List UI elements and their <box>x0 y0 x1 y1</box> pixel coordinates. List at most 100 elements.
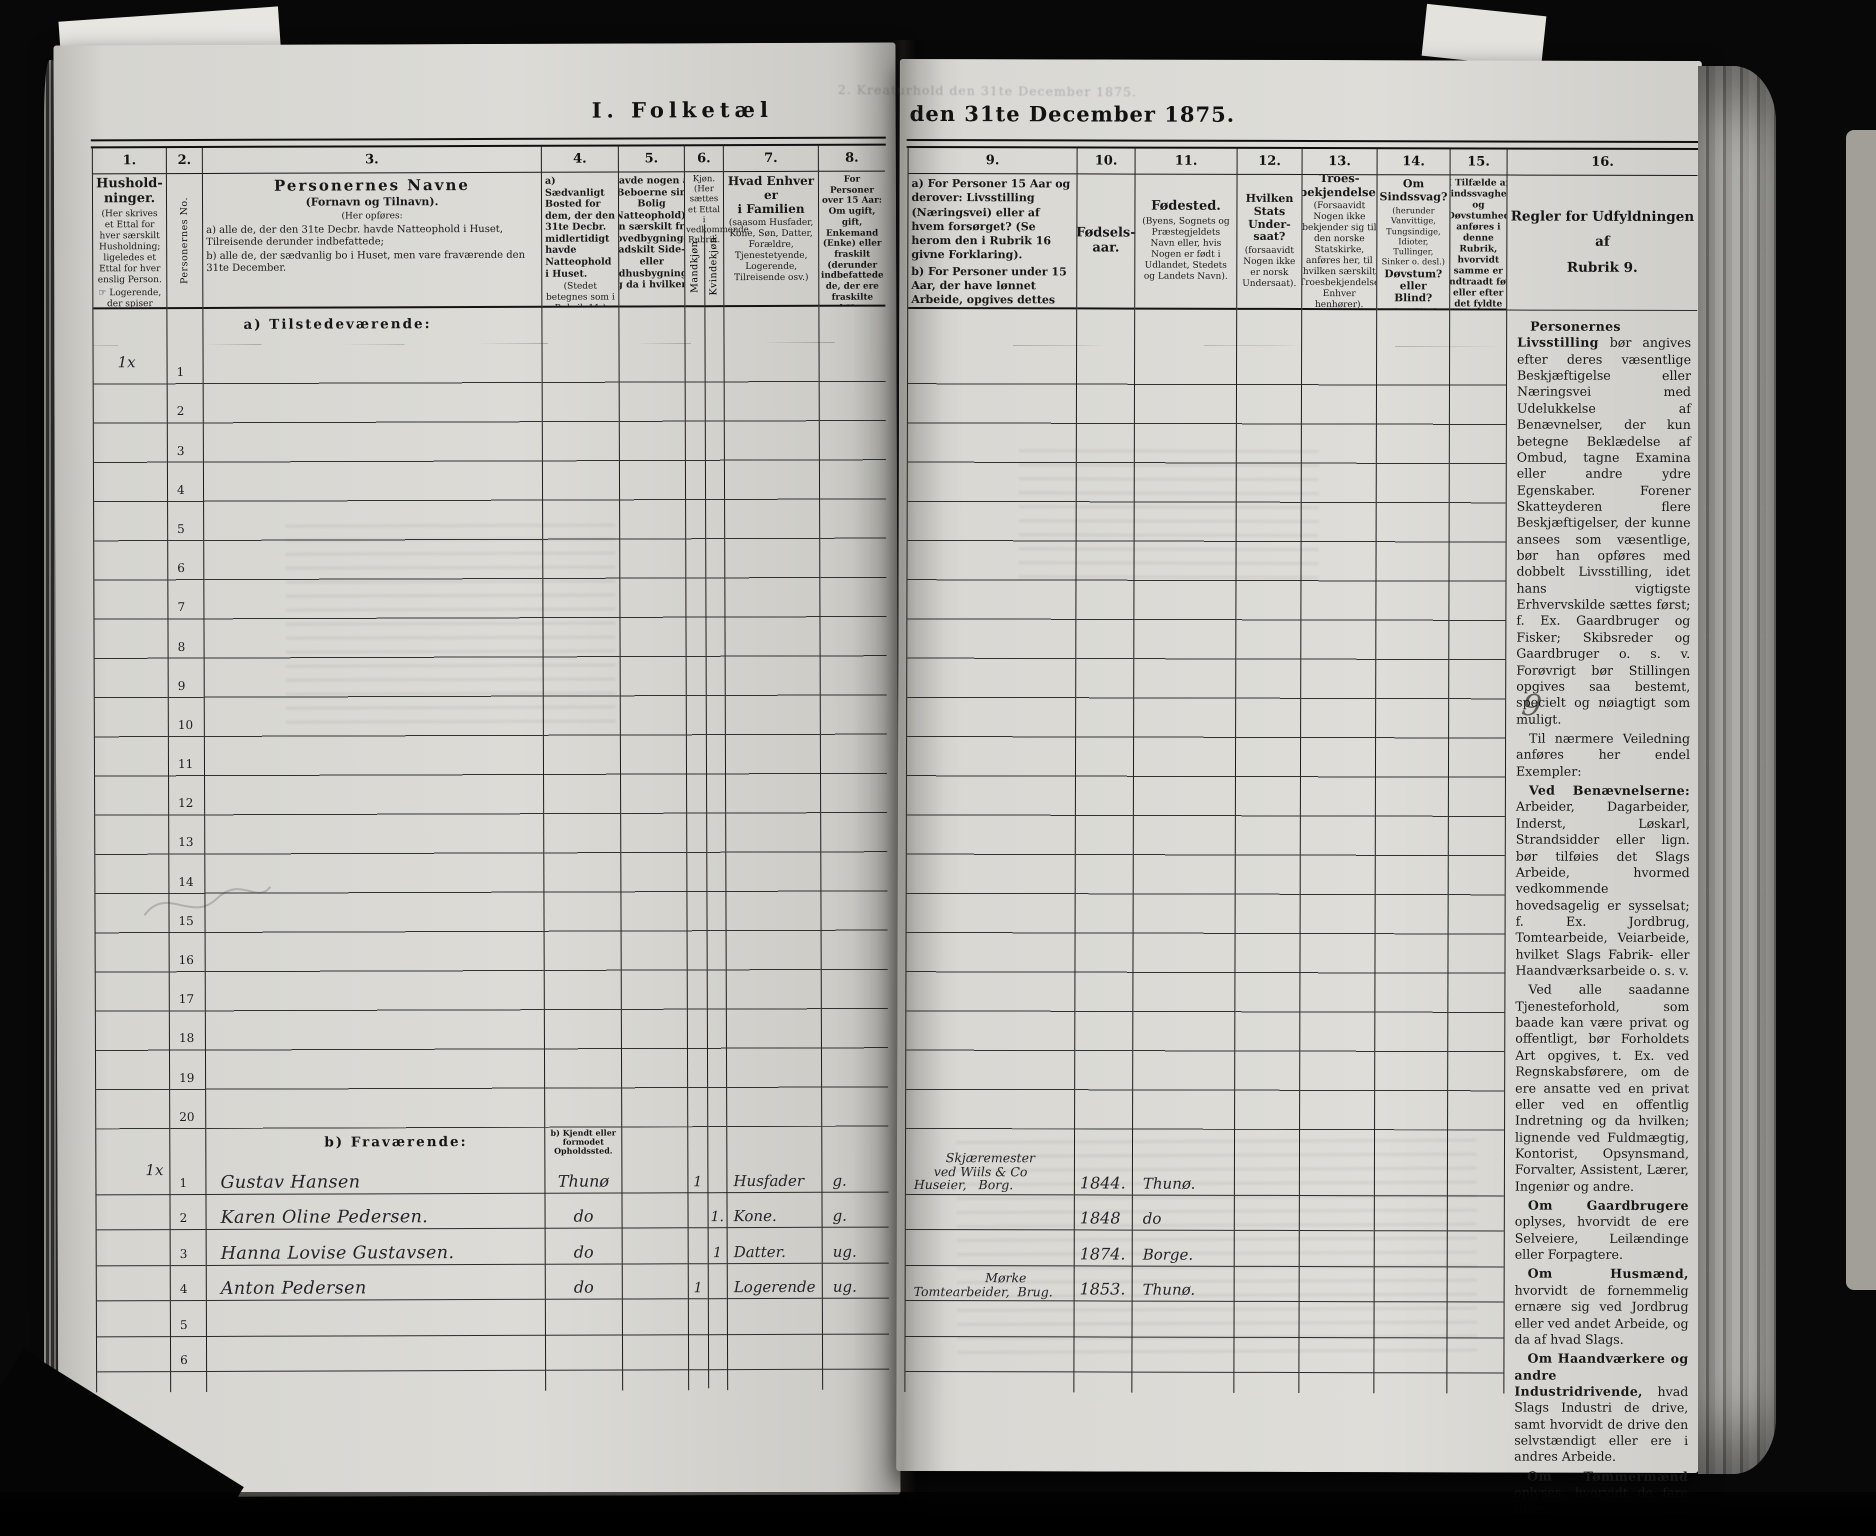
row-number: 10 <box>177 717 194 732</box>
row-number: 20 <box>179 1109 195 1124</box>
section-b-label: b) Fraværende: <box>324 1134 468 1151</box>
foedested-entry: Thunø. <box>1132 1266 1234 1302</box>
empty-rows <box>906 344 1077 1130</box>
column-number: 6. <box>684 145 723 173</box>
bosted-entry: Thunø <box>545 1157 622 1194</box>
column-number: 16. <box>1507 148 1698 177</box>
empty-rows <box>1235 345 1302 1131</box>
row-number: 19 <box>179 1070 195 1085</box>
page-stack-edge-right <box>1698 66 1776 1474</box>
column-civilstand: 8. For Personer over 15 Aar: Om ugift, g… <box>818 144 890 1390</box>
column-number: 7. <box>723 144 818 173</box>
column-text: I Tilfælde af Sindssvaghed og Døvstumhed… <box>1450 178 1507 310</box>
column-number: 3. <box>202 145 541 174</box>
section-a-label: a) Tilstedeværende: <box>243 316 432 333</box>
bosted-entry: do <box>545 1228 622 1265</box>
livsstilling-entry <box>905 1194 1074 1231</box>
foedselsaar-entry <box>1074 1336 1132 1373</box>
row-number: 5 <box>177 521 185 536</box>
foedselsaar-entries: 1844. 1848 1874. 1853. <box>1074 1159 1132 1373</box>
empty-rows <box>1075 345 1135 1130</box>
familie-entry: Kone. <box>727 1192 822 1229</box>
column-note: (Her skrives et Ettal for hver særskilt … <box>97 208 162 286</box>
column-number: 4. <box>541 145 618 173</box>
column-kjoen: 6. Kjøn. (Her sættes et Ettal i vedkomme… <box>684 145 749 1391</box>
name-entry <box>206 1299 545 1337</box>
column-names: 3. Personernes Navne (Fornavn og Tilnavn… <box>202 145 547 1392</box>
rules-paragraph: Ved alle saadanne Tjenesteforhold, som b… <box>1514 981 1690 1194</box>
rules-paragraph: Om Haandværkere og andre Industridrivend… <box>1514 1350 1689 1465</box>
row-number: 4 <box>170 1265 206 1302</box>
rules-paragraph: Ved Benævnelserne: Arbeider, Dagarbeider… <box>1515 782 1690 979</box>
name-entry: Karen Oline Pedersen. <box>206 1193 545 1230</box>
foedested-entry <box>1132 1301 1234 1338</box>
empty-rows <box>1133 345 1237 1130</box>
row-number: 11 <box>177 757 194 772</box>
familie-entry: Husfader <box>727 1156 822 1193</box>
page-title-left: I. Folketæl <box>591 96 774 123</box>
column-note: ☞ Logerende, der spiser Middag ved Famil… <box>98 287 162 309</box>
row-number: 3 <box>176 443 185 458</box>
rules-paragraph: Om Husmænd, hvorvidt de fornemmelig ernæ… <box>1514 1266 1689 1347</box>
familie-entries: Husfader Kone. Datter. Logerende <box>727 1156 823 1371</box>
column-bosted: 4. a) Sædvanligt Bosted for dem, der den… <box>541 145 624 1391</box>
column-number: 10. <box>1077 147 1135 175</box>
row-number: 18 <box>178 1031 195 1046</box>
familie-entry <box>727 1334 823 1371</box>
empty-rows <box>203 343 545 1129</box>
foedselsaar-entry: 1874. <box>1074 1230 1132 1267</box>
column-note: (Forsaavidt Nogen ikke bekjender sig til… <box>1302 200 1377 310</box>
column-number: 12. <box>1237 147 1302 176</box>
column-number: 8. <box>818 144 885 172</box>
rubrik9-rules-text: Personernes Livsstilling bør angives eft… <box>1503 311 1698 1536</box>
empty-rows <box>724 342 822 1128</box>
livsstilling-entry <box>905 1300 1074 1337</box>
column-text: Havde nogen af Beboerne sin Bolig (Natte… <box>618 175 685 291</box>
column-title: Hvad Enhver er i Familien <box>727 173 815 216</box>
civilstand-entry: g. <box>822 1156 889 1193</box>
empty-cells <box>1447 1160 1504 1374</box>
foedested-entry: Thunø. <box>1132 1159 1234 1196</box>
empty-rows <box>93 345 170 1130</box>
row-number: 8 <box>177 639 186 654</box>
column-title2: Døvstum? eller Blind? <box>1384 268 1443 305</box>
rubrik9-rules-title: Regler for Udfyldningen af Rubrik 9. <box>1507 175 1698 312</box>
kvindekjoen-entries: 1. 1 <box>707 1157 728 1371</box>
section-b-col4-header: b) Kjendt eller formodet Opholdssted. <box>550 1127 617 1157</box>
livsstilling-entry <box>905 1229 1074 1266</box>
row-number: 6 <box>170 1336 207 1373</box>
empty-rows <box>1300 346 1377 1131</box>
page-title-right: den 31te December 1875. <box>909 100 1236 127</box>
column-number: 2. <box>166 146 202 175</box>
household-marks: 1x <box>96 1159 171 1373</box>
left-page: I. Folketæl 1. Hushold- ninger. (Her skr… <box>53 42 901 1498</box>
column-number: 13. <box>1302 148 1377 176</box>
household-mark-cell <box>96 1230 170 1266</box>
census-table-left: 1. Hushold- ninger. (Her skrives et Etta… <box>90 136 890 1393</box>
column-person-number: 2. Personernes No. 1 2 3 4 5 6 7 8 9 10 11 12 13 14 15… <box>166 146 208 1393</box>
book-fore-edge <box>1846 130 1876 1290</box>
civilstand-entry <box>822 1298 889 1335</box>
loose-paper-corner-top-right <box>1421 3 1547 69</box>
name-entry: Hanna Lovise Gustavsen. <box>206 1228 545 1266</box>
column-sidebygning: 5. Havde nogen af Beboerne sin Bolig (Na… <box>618 145 690 1391</box>
name-entry: Anton Pedersen <box>206 1264 545 1301</box>
column-note-a: a) For Personer 15 Aar og derover: Livss… <box>911 176 1071 262</box>
foedested-entries: Thunø. do Borge. Thunø. <box>1132 1159 1234 1373</box>
column-title: Fødsels- aar. <box>1077 224 1135 256</box>
row-number: 3 <box>170 1229 206 1266</box>
bosted-entry <box>545 1299 622 1336</box>
column-note: Kjøn. (Her sættes et Ettal i vedkommende… <box>686 174 749 246</box>
foedselsaar-entry: 1848 <box>1074 1194 1132 1231</box>
row-number: 13 <box>178 835 194 850</box>
livsstilling-entry: Mørke Tomtearbeider, Brug. <box>905 1265 1074 1302</box>
column-husholdninger: 1. Hushold- ninger. (Her skrives et Etta… <box>91 147 172 1393</box>
column-title: Om Sindssvag? <box>1379 177 1448 204</box>
column-text: a) Sædvanligt Bosted for dem, der den 31… <box>544 175 616 280</box>
livsstilling-entry <box>905 1336 1074 1373</box>
column-note-b: b) For Personer under 15 Aar, der have l… <box>911 264 1067 310</box>
column-livsstilling: 9. a) For Personer 15 Aar og derover: Li… <box>904 146 1078 1393</box>
